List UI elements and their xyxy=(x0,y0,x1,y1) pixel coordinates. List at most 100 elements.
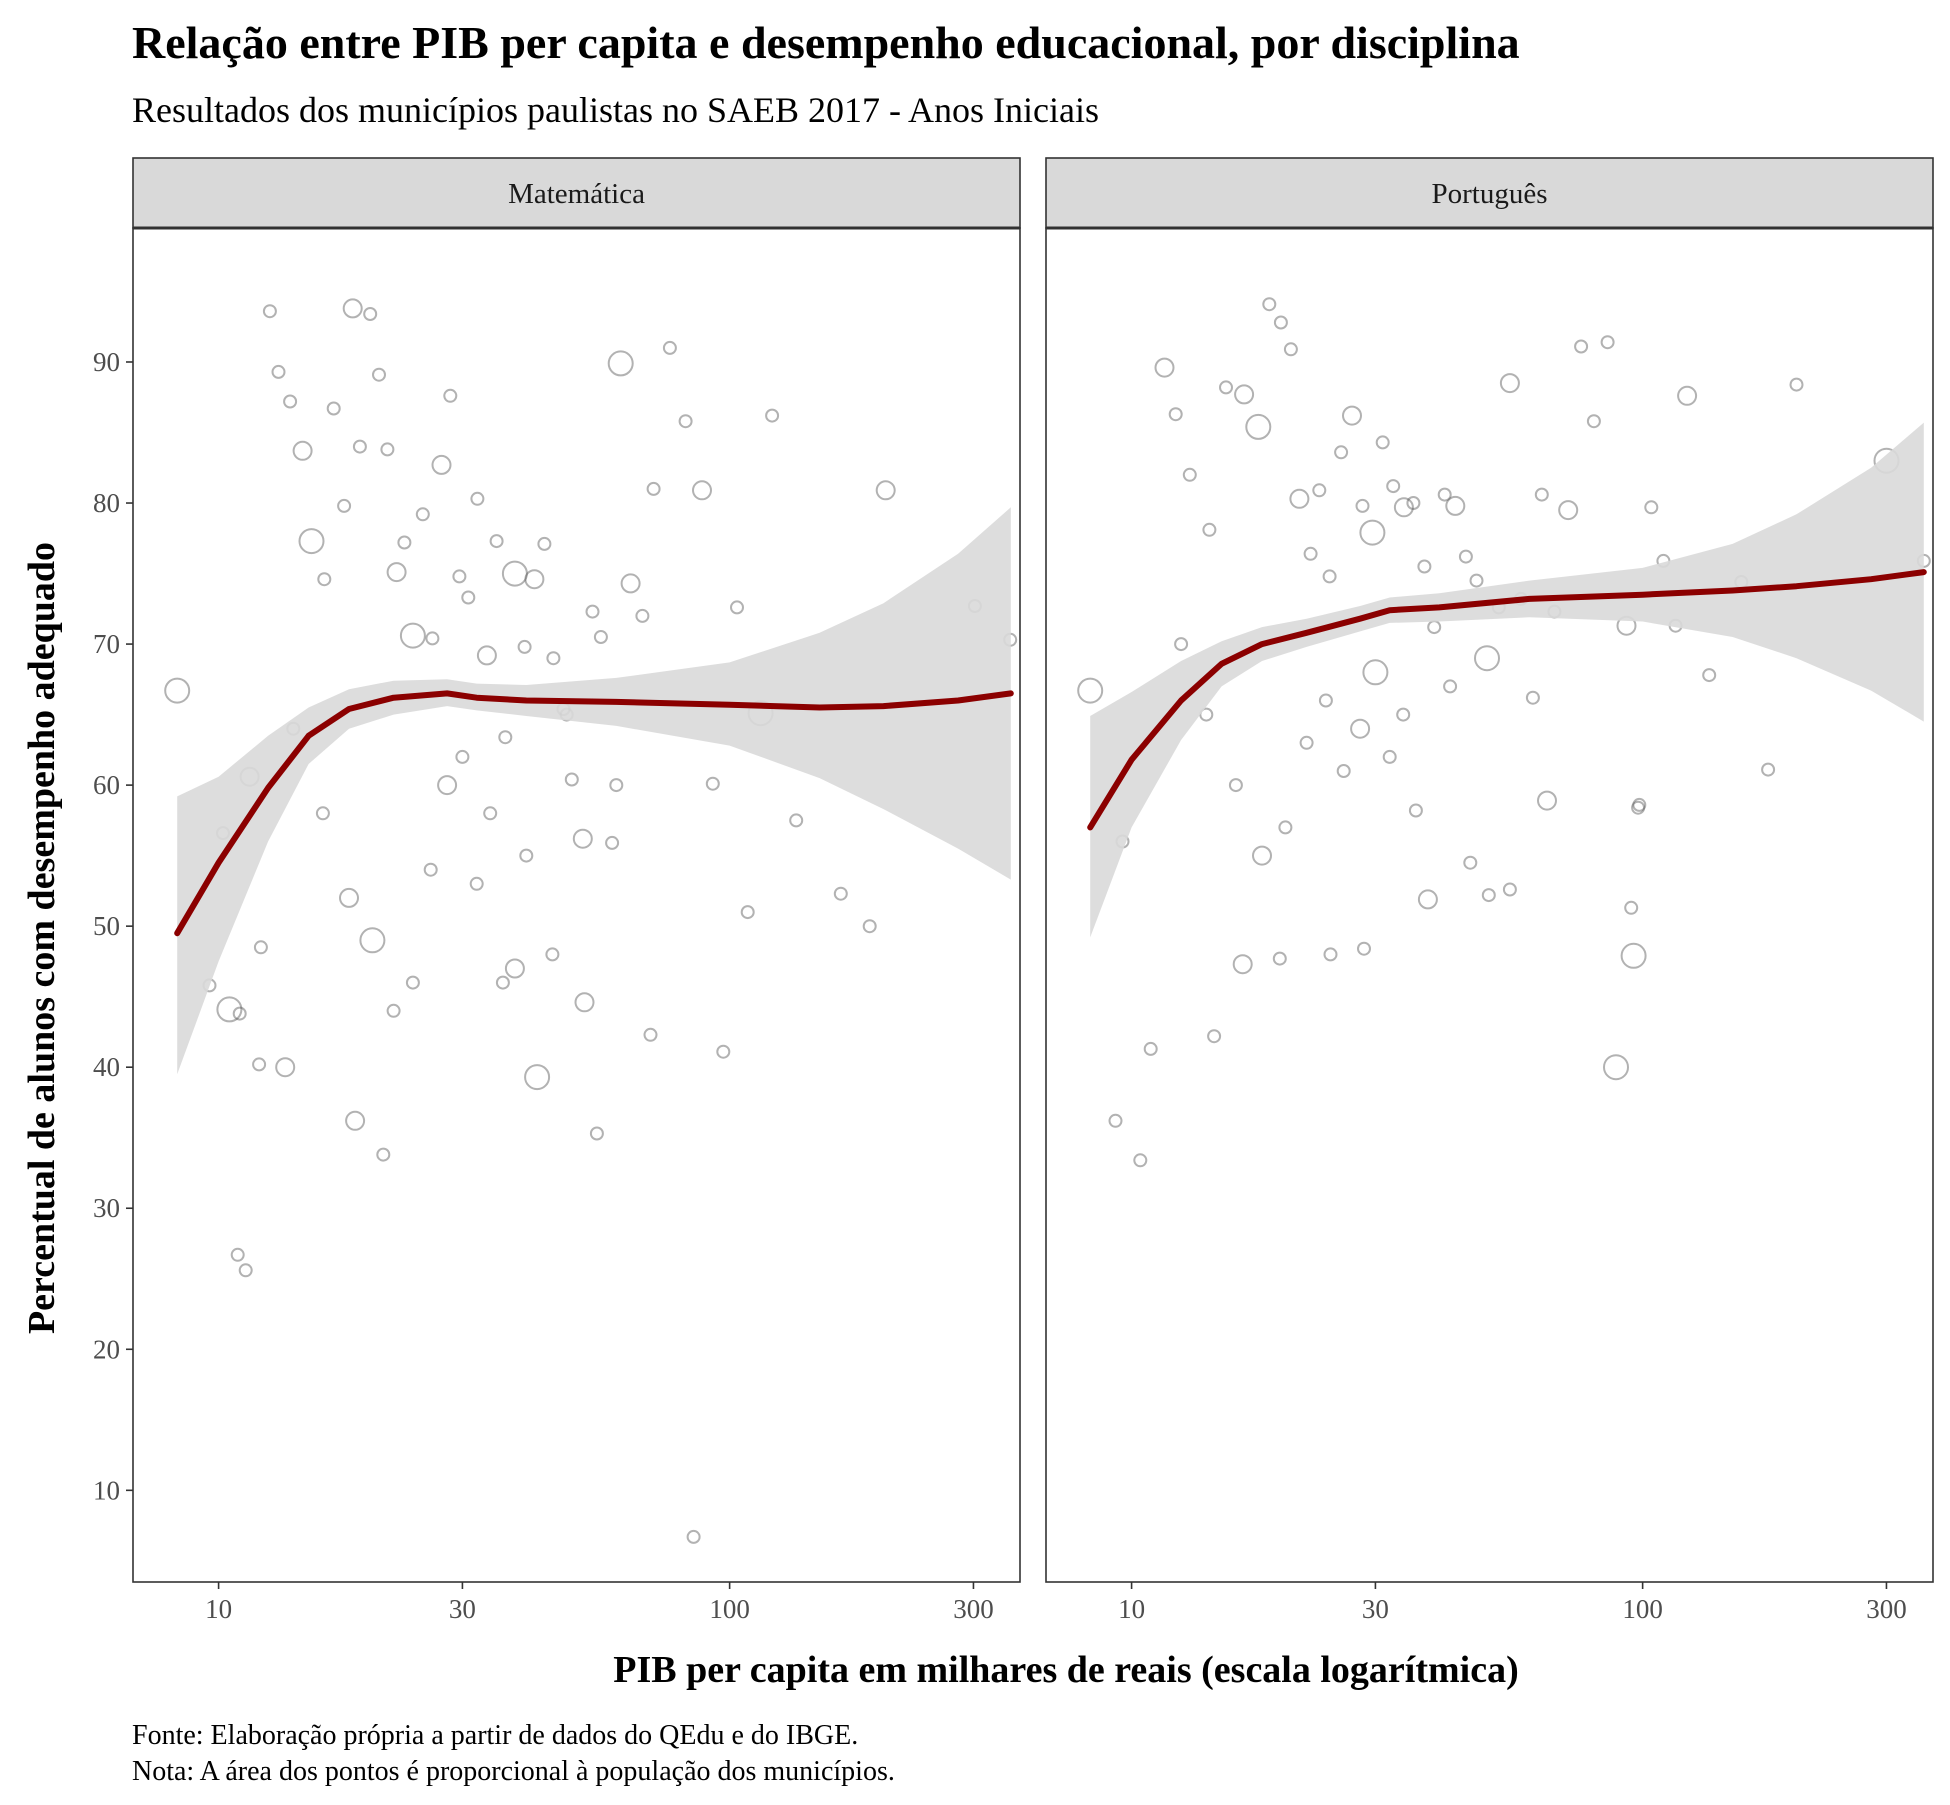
scatter-point xyxy=(238,1263,253,1278)
scatter-point xyxy=(716,1044,731,1059)
scatter-point xyxy=(317,572,332,587)
scatter-point xyxy=(765,408,780,423)
scatter-point xyxy=(1474,645,1500,672)
scatter-point xyxy=(1283,342,1298,357)
scatter-point xyxy=(1406,496,1421,510)
scatter-point xyxy=(253,940,268,955)
scatter-point xyxy=(692,480,712,501)
scatter-point xyxy=(1537,790,1557,811)
y-tick-label: 70 xyxy=(93,629,120,659)
scatter-point xyxy=(1278,820,1293,835)
caption-note: Nota: A área dos pontos é proporcional à… xyxy=(132,1756,895,1787)
scatter-point xyxy=(292,440,313,461)
scatter-point xyxy=(574,992,595,1013)
scatter-point xyxy=(875,480,896,501)
scatter-point xyxy=(470,491,485,506)
scatter-point xyxy=(1574,339,1589,354)
scatter-point xyxy=(443,388,458,403)
scatter-point xyxy=(546,651,561,666)
scatter-point xyxy=(1199,707,1214,722)
scatter-point xyxy=(461,590,476,605)
y-tick-label: 40 xyxy=(93,1052,120,1082)
x-tick-label: 30 xyxy=(449,1594,476,1624)
y-tick-label: 60 xyxy=(93,770,120,800)
scatter-point xyxy=(524,569,545,590)
y-axis-title: Percentual de alunos com desempenho adeq… xyxy=(21,542,63,1334)
scatter-point xyxy=(1620,942,1647,969)
scatter-point xyxy=(216,996,243,1023)
x-tick-label: 100 xyxy=(709,1594,750,1624)
y-tick-label: 80 xyxy=(93,488,120,518)
scatter-point xyxy=(1245,413,1272,440)
scatter-point xyxy=(572,828,593,849)
scatter-point xyxy=(483,806,498,821)
scatter-point xyxy=(593,630,608,644)
scatter-point xyxy=(363,307,378,321)
scatter-point xyxy=(1182,467,1197,482)
scatter-point xyxy=(537,536,552,551)
scatter-point xyxy=(589,1126,604,1141)
scatter-point xyxy=(1469,573,1484,588)
scatter-point xyxy=(1362,659,1389,686)
scatter-point xyxy=(1558,500,1579,521)
scatter-point xyxy=(1631,800,1646,815)
scatter-point xyxy=(1219,380,1233,395)
scatter-point xyxy=(1334,445,1349,460)
scatter-point xyxy=(1463,855,1478,870)
scatter-point xyxy=(1375,435,1390,450)
plot-area xyxy=(1077,297,1931,1168)
scatter-point xyxy=(1632,797,1647,812)
scatter-point xyxy=(476,645,497,666)
scatter-point xyxy=(545,947,560,962)
scatter-point xyxy=(1534,487,1549,502)
scatter-point xyxy=(1386,479,1401,494)
scatter-point xyxy=(452,569,467,584)
scatter-point xyxy=(1168,407,1183,422)
scatter-point xyxy=(380,442,395,457)
scatter-point xyxy=(1252,845,1272,866)
scatter-point xyxy=(620,573,641,594)
x-tick-label: 300 xyxy=(1866,1594,1907,1624)
scatter-point xyxy=(705,776,720,791)
scatter-point xyxy=(524,1064,551,1091)
scatter-point xyxy=(1437,487,1452,502)
scatter-point xyxy=(1417,889,1438,910)
scatter-point xyxy=(405,975,420,990)
smooth-line xyxy=(174,690,1014,937)
scatter-point xyxy=(352,439,367,454)
scatter-point xyxy=(1702,668,1717,683)
scatter-point xyxy=(262,304,277,319)
scatter-point xyxy=(1234,384,1255,405)
scatter-point xyxy=(415,507,430,522)
scatter-point xyxy=(1299,735,1314,750)
scatter-point xyxy=(1789,377,1804,392)
scatter-point xyxy=(1154,357,1175,378)
scatter-point xyxy=(1624,900,1639,915)
scatter-point xyxy=(1312,483,1327,498)
plot-area xyxy=(164,298,1018,1544)
scatter-point xyxy=(326,401,341,416)
scatter-point xyxy=(431,454,452,475)
facet-strip-label: Matemática xyxy=(508,178,645,210)
scatter-point xyxy=(789,813,804,828)
scatter-point xyxy=(1443,679,1458,694)
scatter-point xyxy=(1174,637,1189,652)
scatter-point xyxy=(1232,954,1253,975)
scatter-point xyxy=(1644,500,1659,515)
scatter-point xyxy=(730,600,744,615)
scatter-point xyxy=(1323,947,1338,962)
scatter-point xyxy=(271,364,286,379)
scatter-point xyxy=(686,1529,701,1544)
scatter-point xyxy=(437,775,458,796)
scatter-point xyxy=(501,560,528,587)
scatter-point xyxy=(337,498,352,513)
facet-strip xyxy=(132,157,1021,229)
scatter-point xyxy=(489,534,504,549)
scatter-point xyxy=(1272,951,1287,966)
scatter-point xyxy=(1396,707,1411,722)
scatter-point xyxy=(1458,549,1473,564)
scatter-point xyxy=(643,1027,658,1042)
scatter-point xyxy=(1262,297,1277,312)
scatter-point xyxy=(455,749,470,764)
